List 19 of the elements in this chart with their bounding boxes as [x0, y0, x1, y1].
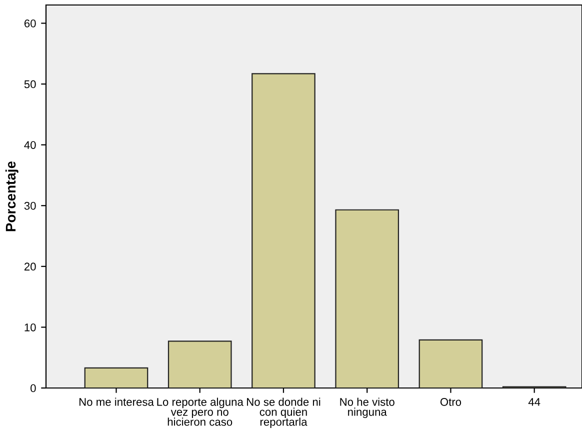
bar	[418, 339, 483, 388]
bar	[335, 209, 400, 388]
x-tick-label: No he visto ninguna	[340, 398, 394, 418]
y-tick-label: 20	[24, 262, 36, 271]
x-tick-label: No se donde ni con quien reportarla	[247, 398, 320, 428]
y-tick-label: 60	[24, 20, 36, 28]
y-tick-label: 30	[24, 202, 36, 210]
y-axis-title: Porcentaje	[5, 161, 18, 232]
x-tick-label: Otro	[440, 398, 462, 406]
x-tick-label: 44	[528, 398, 540, 406]
bar	[168, 340, 232, 388]
x-tick-label: No me interesa	[79, 398, 154, 406]
y-tick-label: 50	[24, 80, 36, 88]
y-tick-label: 10	[24, 323, 36, 332]
bar	[252, 73, 316, 388]
bar	[84, 367, 148, 388]
x-tick-label: Lo reporte alguna vez pero no hicieron caso	[157, 398, 244, 426]
y-tick-label: 40	[24, 141, 36, 149]
y-tick-label: 0	[30, 384, 36, 392]
